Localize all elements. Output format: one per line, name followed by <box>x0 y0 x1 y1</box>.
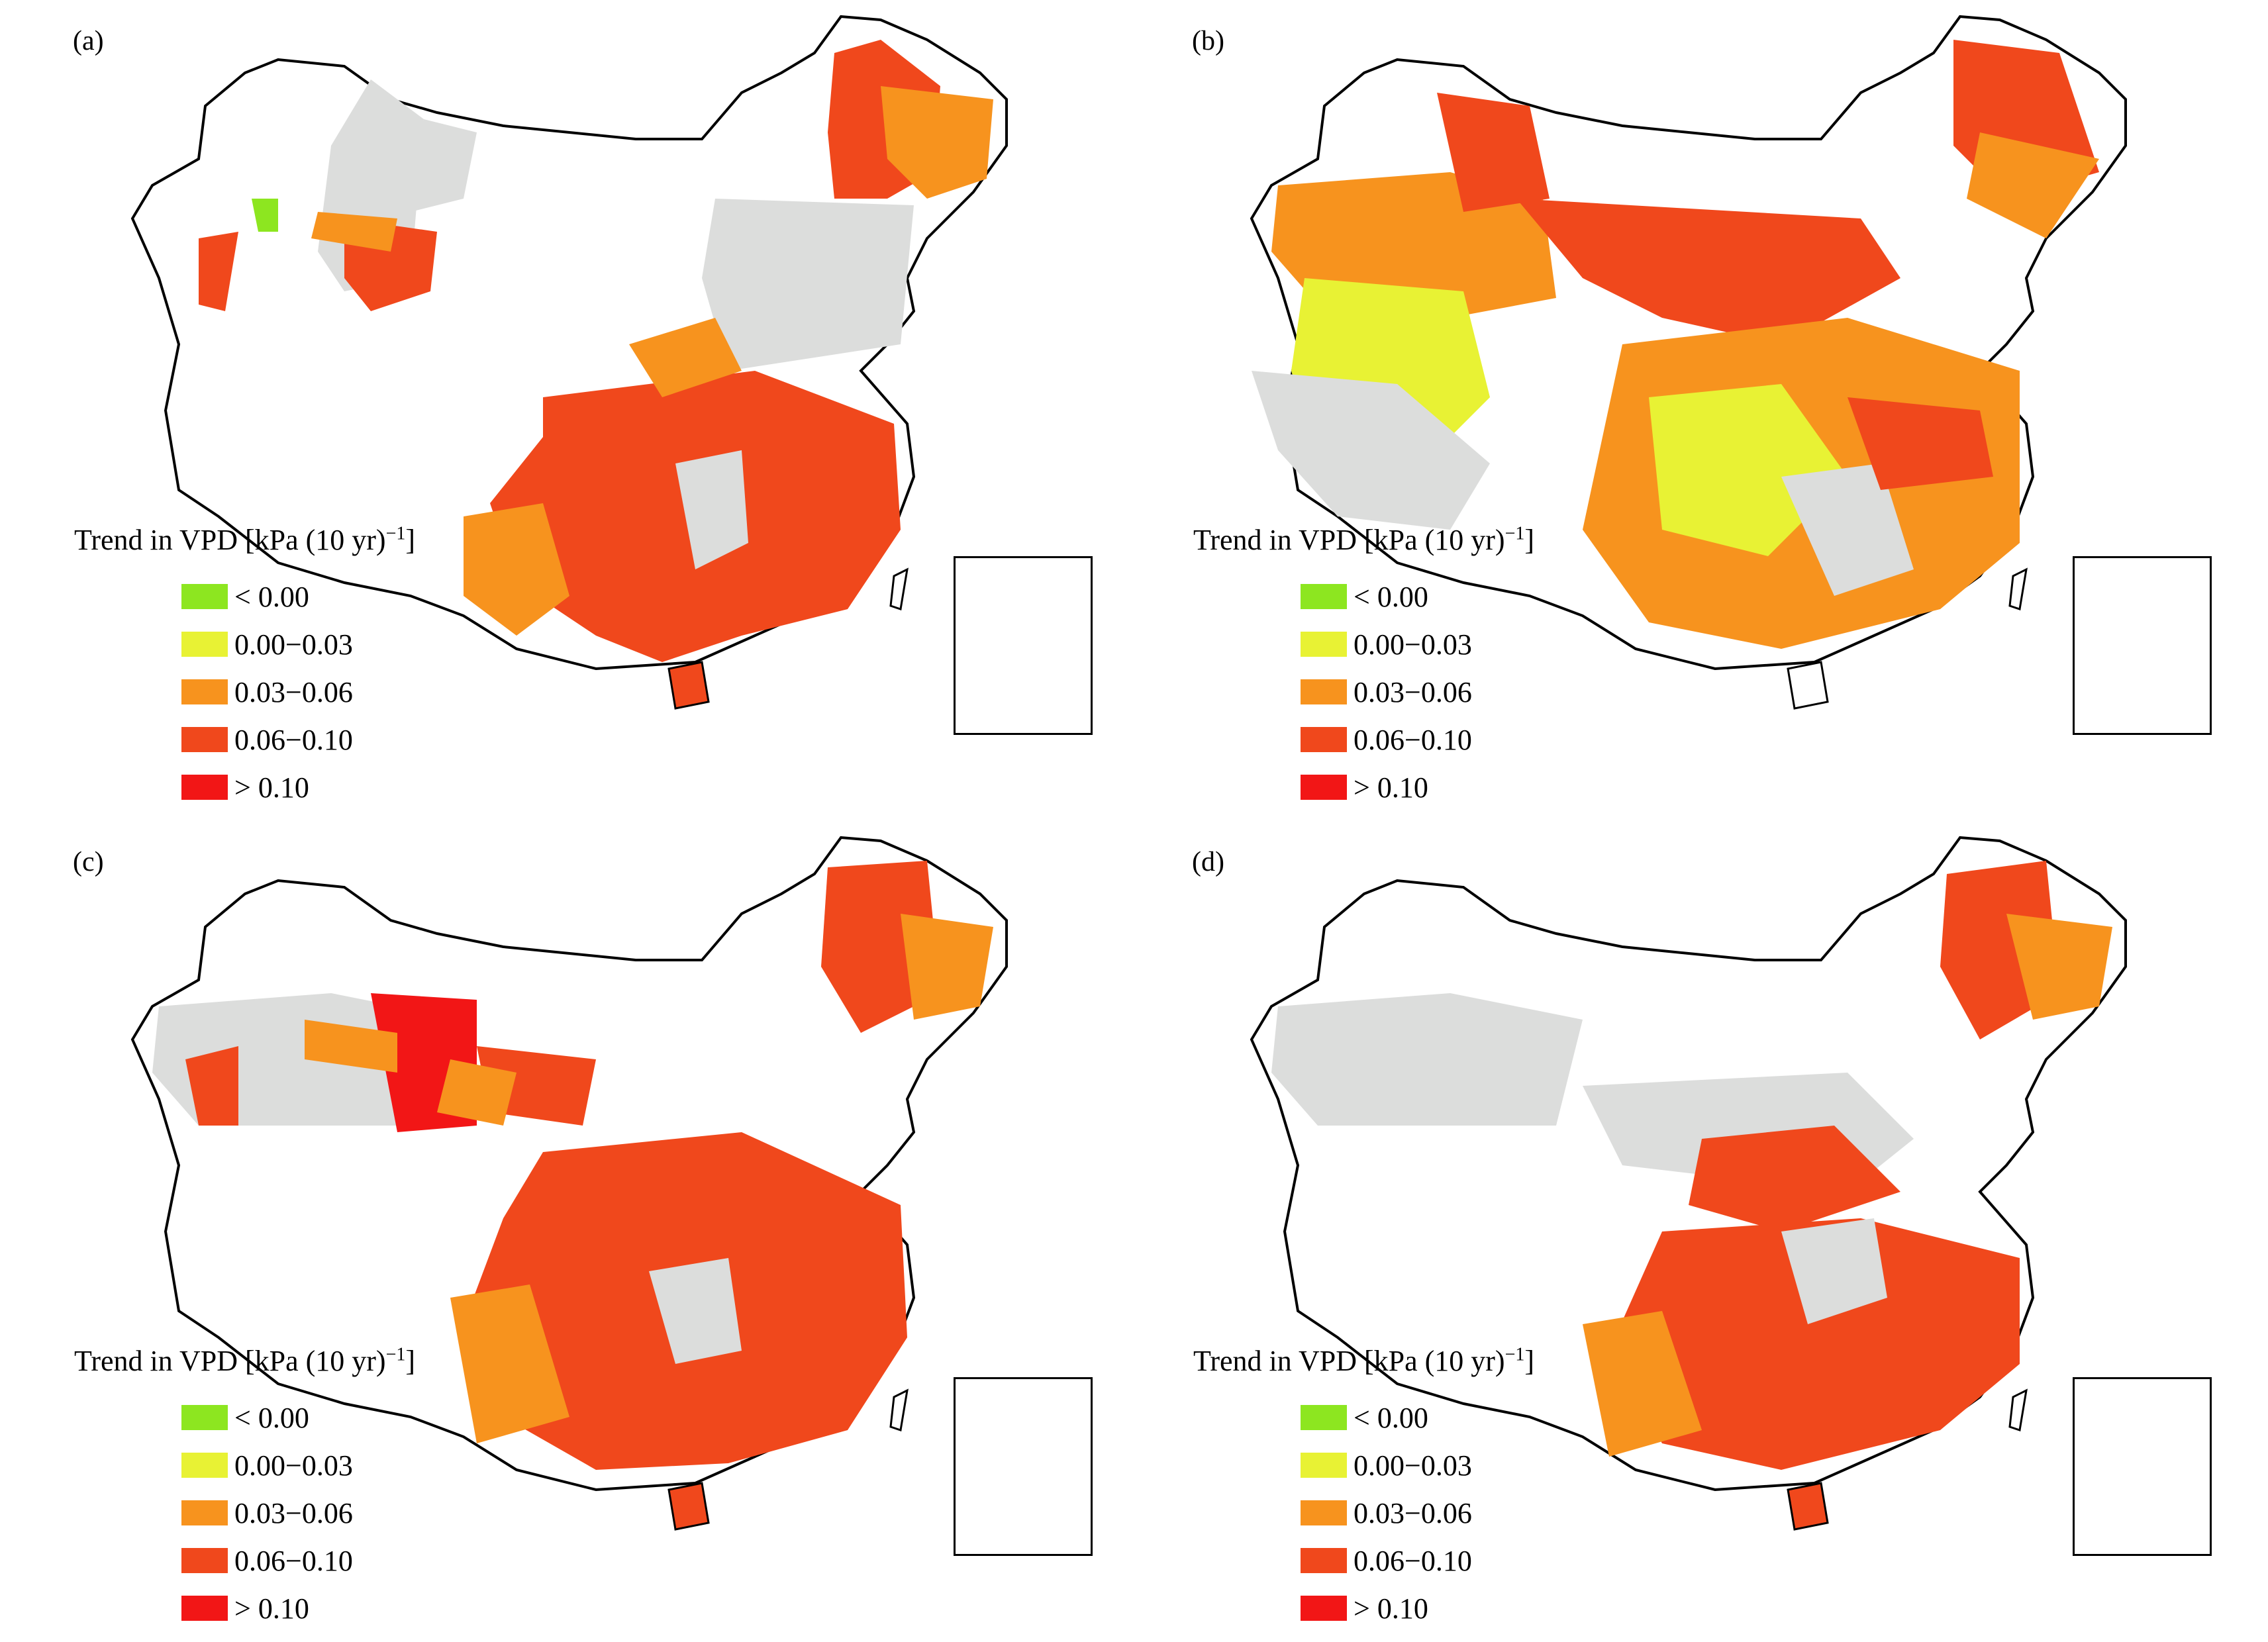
region-red <box>1437 93 1550 212</box>
region-nodata <box>1781 1218 1887 1324</box>
legend-item: < 0.00 <box>181 573 415 620</box>
legend-item: 0.00−0.03 <box>181 620 415 668</box>
panel-label: (b) <box>1192 26 1224 56</box>
region-orange <box>1967 132 2099 238</box>
legend-item: 0.03−0.06 <box>1301 1489 1534 1537</box>
legend-item: > 0.10 <box>181 1584 415 1632</box>
panel-b: (b) Trend in VPD [kPa (10 yr)−1] < 0.00 … <box>1119 0 2238 821</box>
legend-item: > 0.10 <box>181 763 415 811</box>
south-china-sea-inset <box>2073 556 2212 735</box>
china-map <box>1250 15 2127 710</box>
region-orange <box>629 318 742 397</box>
panel-label: (c) <box>73 847 104 877</box>
panel-d: (d) Trend in VPD [kPa (10 yr)−1] < 0.00 … <box>1119 821 2238 1642</box>
legend-item: > 0.10 <box>1301 763 1534 811</box>
region-nodata <box>411 119 477 212</box>
legend-item: 0.03−0.06 <box>1301 668 1534 716</box>
south-china-sea-inset <box>954 556 1093 735</box>
legend: Trend in VPD [kPa (10 yr)−1] < 0.00 0.00… <box>1193 1344 1534 1632</box>
taiwan <box>2008 1388 2028 1431</box>
region-nodata <box>1271 993 1583 1126</box>
panel-a: (a) Trend in VPD [kPa (10 yr)−1] < 0.00 … <box>0 0 1119 821</box>
legend-title: Trend in VPD [kPa (10 yr)−1] <box>1193 1344 1535 1377</box>
legend-item: 0.06−0.10 <box>181 716 415 763</box>
region-green <box>252 199 278 232</box>
legend-item: 0.00−0.03 <box>181 1441 415 1489</box>
region-orange <box>901 914 993 1020</box>
panel-label: (a) <box>73 26 104 56</box>
region-nodata <box>1781 463 1914 596</box>
region-red <box>185 1046 238 1126</box>
taiwan <box>889 567 909 610</box>
legend-title: Trend in VPD [kPa (10 yr)−1] <box>74 523 416 556</box>
legend-item: < 0.00 <box>1301 573 1534 620</box>
island <box>1787 661 1829 710</box>
taiwan <box>889 1388 909 1431</box>
legend-item: 0.00−0.03 <box>1301 620 1534 668</box>
region-red <box>1848 397 1993 490</box>
legend-title: Trend in VPD [kPa (10 yr)−1] <box>74 1344 416 1377</box>
region-red <box>1787 1482 1829 1531</box>
region-red <box>667 1482 710 1531</box>
legend: Trend in VPD [kPa (10 yr)−1] < 0.00 0.00… <box>74 1344 415 1632</box>
legend-item: < 0.00 <box>1301 1394 1534 1441</box>
legend-item: < 0.00 <box>181 1394 415 1441</box>
region-red <box>1516 199 1900 344</box>
south-china-sea-inset <box>954 1377 1093 1556</box>
legend: Trend in VPD [kPa (10 yr)−1] < 0.00 0.00… <box>74 523 415 811</box>
taiwan <box>2008 567 2028 610</box>
legend-item: > 0.10 <box>1301 1584 1534 1632</box>
region-nodata <box>649 1258 742 1364</box>
region-nodata <box>675 450 748 569</box>
china-map <box>130 15 1008 710</box>
region-orange <box>464 503 569 636</box>
legend-item: 0.06−0.10 <box>1301 716 1534 763</box>
region-orange <box>311 212 397 252</box>
region-orange <box>450 1284 569 1443</box>
region-orange <box>305 1020 397 1073</box>
region-orange <box>881 86 993 199</box>
region-red <box>1609 1218 2020 1470</box>
china-map <box>130 836 1008 1531</box>
legend: Trend in VPD [kPa (10 yr)−1] < 0.00 0.00… <box>1193 523 1534 811</box>
legend-item: 0.03−0.06 <box>181 668 415 716</box>
panel-c: (c) Trend in VPD [kPa (10 yr)−1] < 0.00 … <box>0 821 1119 1642</box>
legend-item: 0.06−0.10 <box>181 1537 415 1584</box>
legend-item: 0.06−0.10 <box>1301 1537 1534 1584</box>
region-red <box>667 661 710 710</box>
legend-title: Trend in VPD [kPa (10 yr)−1] <box>1193 523 1535 556</box>
region-nodata <box>1252 371 1490 530</box>
legend-item: 0.03−0.06 <box>181 1489 415 1537</box>
china-map <box>1250 836 2127 1531</box>
region-red <box>1689 1126 1900 1232</box>
region-orange <box>1583 1311 1702 1457</box>
region-orange <box>437 1059 517 1126</box>
panel-label: (d) <box>1192 847 1224 877</box>
legend-item: 0.00−0.03 <box>1301 1441 1534 1489</box>
region-red <box>199 232 238 311</box>
region-orange <box>2006 914 2112 1020</box>
region-nodata <box>702 199 914 371</box>
south-china-sea-inset <box>2073 1377 2212 1556</box>
